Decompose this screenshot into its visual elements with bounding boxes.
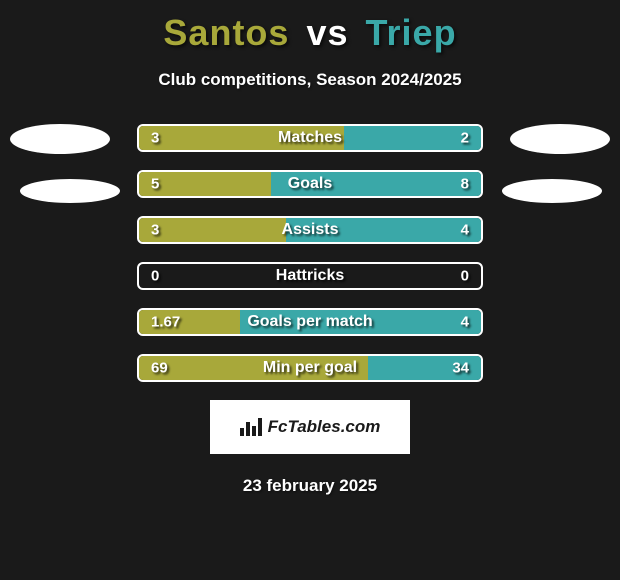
stat-label: Min per goal — [263, 359, 357, 377]
team1-logo2-icon — [20, 179, 120, 203]
source-text: FcTables.com — [268, 417, 381, 437]
stat-value-right: 4 — [461, 222, 469, 239]
stat-row: Assists 3 4 — [137, 216, 483, 244]
player2-name: Triep — [366, 12, 457, 53]
stat-value-right: 4 — [461, 314, 469, 331]
comparison-content: Matches32Goals58Assists34Hattricks00Goal… — [0, 124, 620, 382]
vs-text: vs — [306, 12, 348, 53]
comparison-title: Santos vs Triep — [0, 0, 620, 54]
stat-value-right: 0 — [461, 268, 469, 285]
stat-label: Goals — [288, 175, 332, 193]
stat-label: Goals per match — [247, 313, 372, 331]
stat-value-right: 2 — [461, 130, 469, 147]
chart-icon — [240, 418, 262, 436]
stat-bar-left — [139, 218, 286, 242]
team2-logo-icon — [510, 124, 610, 154]
stat-row: Goals per match 1.67 4 — [137, 308, 483, 336]
stat-row: Goals 5 8 — [137, 170, 483, 198]
team1-logo-icon — [10, 124, 110, 154]
stat-value-left: 5 — [151, 176, 159, 193]
stat-value-left: 3 — [151, 222, 159, 239]
stat-row: Hattricks 0 0 — [137, 262, 483, 290]
team2-logo2-icon — [502, 179, 602, 203]
footer-date: 23 february 2025 — [0, 476, 620, 496]
stat-label: Assists — [282, 221, 339, 239]
stat-value-left: 1.67 — [151, 314, 180, 331]
subtitle: Club competitions, Season 2024/2025 — [0, 70, 620, 90]
stat-value-left: 3 — [151, 130, 159, 147]
stat-label: Matches — [278, 129, 342, 147]
stat-label: Hattricks — [276, 267, 344, 285]
player1-name: Santos — [163, 12, 289, 53]
stat-value-left: 69 — [151, 360, 168, 377]
stat-value-right: 34 — [452, 360, 469, 377]
source-badge: FcTables.com — [210, 400, 410, 454]
stat-row: Min per goal 69 34 — [137, 354, 483, 382]
stat-value-right: 8 — [461, 176, 469, 193]
stat-value-left: 0 — [151, 268, 159, 285]
stats-bars: Matches32Goals58Assists34Hattricks00Goal… — [137, 124, 483, 382]
stat-row: Matches 3 2 — [137, 124, 483, 152]
